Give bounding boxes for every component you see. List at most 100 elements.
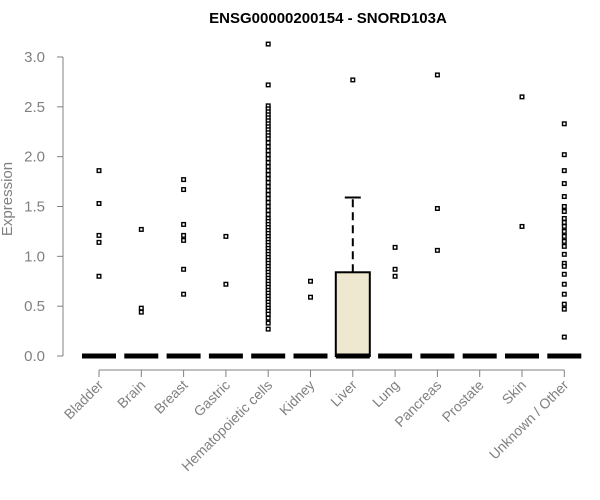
outlier-point [265,140,271,146]
x-tick-label: Brain [114,377,148,411]
outlier-point [265,160,271,166]
box-group [82,168,116,359]
outlier-point [265,156,271,162]
outlier-point [561,271,567,277]
outlier-point [96,273,102,279]
outlier-point [561,263,567,269]
outlier-point [138,309,144,315]
x-tick-label: Liver [327,377,360,410]
outlier-point [265,184,271,190]
outlier-point [181,266,187,272]
y-tick-label: 2.5 [24,99,45,116]
box-group [547,121,582,359]
outlier-point [265,311,271,317]
outlier-point [561,168,567,174]
outlier-point [308,294,314,300]
box-group [208,233,243,359]
y-tick-label: 0.0 [24,348,45,365]
outlier-point [392,266,398,272]
outlier-point [265,315,271,321]
outlier-point [181,221,187,227]
y-tick-label: 2.0 [24,149,45,166]
outlier-point [561,181,567,187]
outlier-point [181,177,187,183]
box-group [293,278,328,359]
y-tick-label: 1.5 [24,199,45,216]
outlier-point [561,334,567,340]
outlier-point [265,188,271,194]
x-tick-label: Skin [499,377,530,408]
box-group [251,41,286,359]
outlier-point [519,223,525,229]
outlier-point [561,228,567,234]
outlier-point [265,41,271,47]
outlier-point [561,306,567,312]
outlier-point [96,232,102,238]
outlier-point [561,215,567,221]
outlier-point [96,168,102,174]
outlier-point [561,233,567,239]
outlier-point [96,201,102,207]
outlier-point [561,219,567,225]
x-tick-label: Lung [369,377,402,410]
outlier-point [561,121,567,127]
outlier-point [561,203,567,209]
plot-area [82,41,582,359]
box-group [124,226,159,359]
outlier-point [434,72,440,78]
outlier-point [265,200,271,206]
x-tick-label: Prostate [439,377,487,425]
box-group [334,77,371,359]
outlier-point [181,237,187,243]
x-tick-label: Kidney [276,377,318,419]
outlier-point [181,291,187,297]
chart-title: ENSG00000200154 - SNORD103A [209,10,447,27]
outlier-point [265,168,271,174]
outlier-point [434,247,440,253]
outlier-point [392,244,398,250]
outlier-point [265,207,271,213]
outlier-point [350,77,356,83]
outlier-point [561,243,567,249]
outlier-point [265,180,271,186]
box-group [166,177,201,359]
y-axis: 0.0 0.5 1.0 1.5 2.0 2.5 3.0 [24,49,64,365]
outlier-point [265,326,271,332]
outlier-point [138,226,144,232]
outlier-point [223,233,229,239]
outlier-point [519,94,525,100]
outlier-point [265,164,271,170]
y-tick-label: 1.0 [24,248,45,265]
outlier-point [265,136,271,142]
x-tick-label: Pancreas [391,377,444,430]
outlier-point [561,301,567,307]
box-group [378,244,413,359]
outlier-point [561,223,567,229]
y-tick-label: 3.0 [24,49,45,66]
outlier-point [265,172,271,178]
outlier-point [561,251,567,257]
outlier-point [96,239,102,245]
outlier-point [265,320,271,326]
y-axis-label: Expression [0,162,16,236]
outlier-point [308,278,314,284]
outlier-point [561,194,567,200]
outlier-point [265,144,271,150]
outlier-point [181,187,187,193]
x-tick-label: Breast [151,377,191,417]
outlier-point [265,148,271,154]
y-tick-label: 0.5 [24,298,45,315]
outlier-point [561,208,567,214]
outlier-point [265,176,271,182]
x-tick-label: Bladder [61,377,107,423]
box-group [505,94,539,359]
outlier-point [265,211,271,217]
outlier-point [223,281,229,287]
outlier-point [181,232,187,238]
outlier-point [392,273,398,279]
x-tick-label: Unknown / Other [486,377,572,463]
outlier-point [561,152,567,158]
